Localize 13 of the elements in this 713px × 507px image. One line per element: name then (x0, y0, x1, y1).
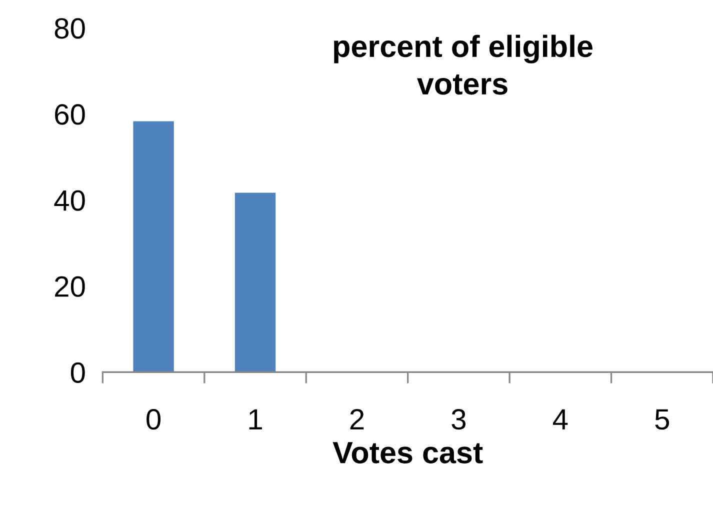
y-tick-label: 20 (55, 276, 85, 297)
x-tick-label: 0 (146, 409, 161, 430)
text: percent of eligible voters (334, 34, 592, 95)
x-tick-label: 2 (350, 409, 364, 430)
x-tick-label: 1 (249, 409, 262, 430)
x-tick-label: 3 (452, 409, 466, 430)
y-tick-label: 80 (54, 18, 85, 39)
y-tick-label: 0 (70, 362, 85, 383)
x-tick-label: 4 (552, 409, 568, 430)
x-tick-label: 5 (655, 409, 670, 430)
x-axis-title: Votes cast (332, 442, 483, 464)
y-tick-label: 40 (54, 190, 85, 211)
y-tick-label: 60 (55, 104, 85, 125)
